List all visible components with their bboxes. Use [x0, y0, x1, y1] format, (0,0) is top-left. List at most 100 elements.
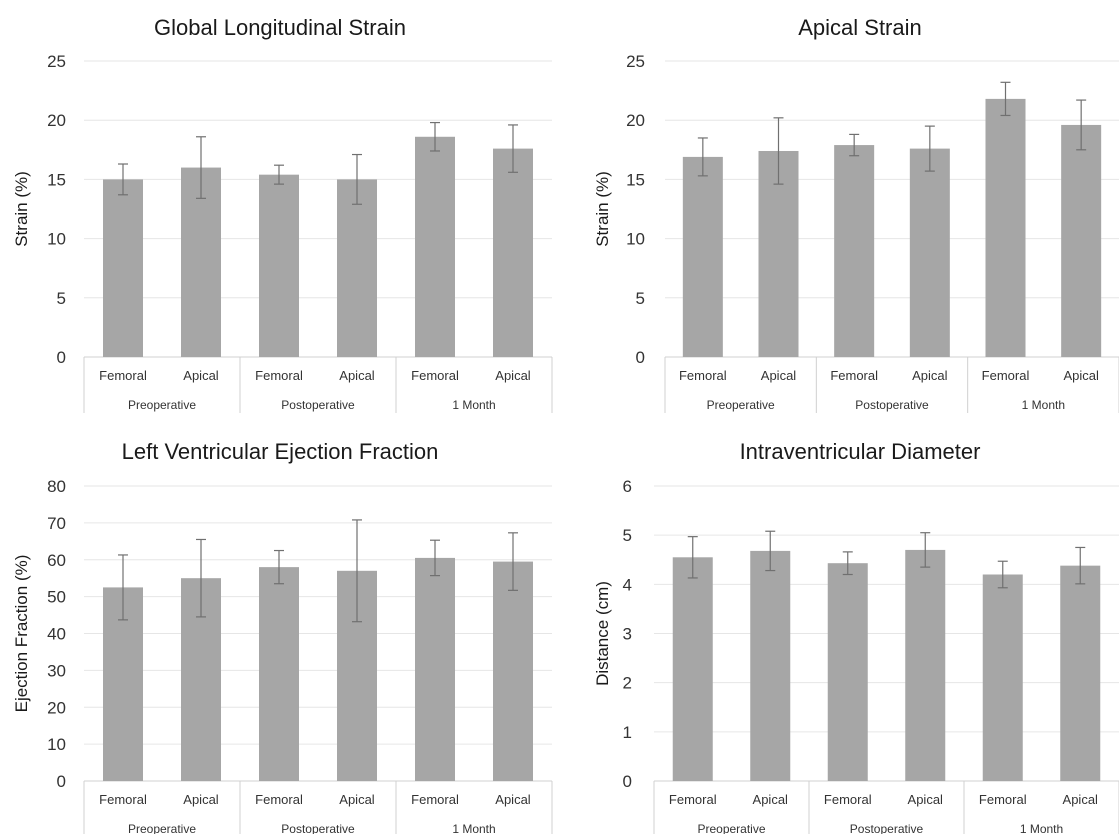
lvef-ytick-label: 60 [47, 551, 66, 570]
lvef-error-bar [274, 549, 284, 585]
intraventricular-diameter-ytick-label: 5 [623, 526, 632, 545]
lvef-group-label: Preoperative [128, 822, 196, 834]
intraventricular-diameter-category-label: Apical [908, 792, 944, 807]
intraventricular-diameter-bar [905, 549, 946, 781]
global-longitudinal-strain-error-bar [508, 124, 518, 173]
apical-strain-category-label: Femoral [982, 368, 1030, 383]
lvef-error-bar [196, 538, 206, 618]
global-longitudinal-strain-category-label: Femoral [411, 368, 459, 383]
apical-strain-error-bar [849, 133, 860, 157]
intraventricular-diameter-bar [827, 563, 868, 781]
global-longitudinal-strain-bar [415, 136, 455, 357]
global-longitudinal-strain-category-label: Apical [339, 368, 375, 383]
intraventricular-diameter-group-label: 1 Month [1020, 822, 1063, 834]
intraventricular-diameter-bar [672, 557, 713, 781]
lvef-ytick-label: 10 [47, 735, 66, 754]
global-longitudinal-strain-group-label: Preoperative [128, 398, 196, 412]
apical-strain-category-label: Femoral [679, 368, 727, 383]
global-longitudinal-strain-error-bar [274, 164, 284, 185]
global-longitudinal-strain-category-label: Apical [183, 368, 219, 383]
global-longitudinal-strain-y-axis-label: Strain (%) [12, 171, 31, 247]
global-longitudinal-strain-bar [259, 174, 299, 357]
lvef-bar [259, 567, 299, 781]
global-longitudinal-strain-category-label: Apical [495, 368, 531, 383]
intraventricular-diameter-ytick-label: 2 [623, 674, 632, 693]
intraventricular-diameter-bar [1060, 565, 1101, 781]
intraventricular-diameter-ytick-label: 6 [623, 477, 632, 496]
lvef-category-label: Femoral [255, 792, 303, 807]
lvef-category-label: Apical [495, 792, 531, 807]
lvef-ytick-label: 20 [47, 698, 66, 717]
intraventricular-diameter-ytick-label: 0 [623, 772, 632, 791]
apical-strain-chart: 0 5 10 15 20 25 Femoral Apical Femoral Apical Femo… [593, 15, 1119, 413]
apical-strain-bar [985, 98, 1026, 357]
lvef-ytick-label: 40 [47, 625, 66, 644]
lvef-category-label: Femoral [411, 792, 459, 807]
lvef-category-label: Apical [339, 792, 375, 807]
global-longitudinal-strain-ytick-label: 0 [57, 348, 66, 367]
apical-strain-ytick-label: 10 [626, 230, 645, 249]
apical-strain-y-axis-label: Strain (%) [593, 171, 612, 247]
apical-strain-category-label: Apical [912, 368, 948, 383]
global-longitudinal-strain-ytick-label: 15 [47, 170, 66, 189]
apical-strain-category-label: Apical [761, 368, 797, 383]
lvef-category-label: Femoral [99, 792, 147, 807]
lvef-ytick-label: 80 [47, 477, 66, 496]
apical-strain-category-label: Apical [1063, 368, 1099, 383]
intraventricular-diameter-group-label: Postoperative [850, 822, 924, 834]
intraventricular-diameter-category-label: Apical [753, 792, 789, 807]
lvef-ytick-label: 0 [57, 772, 66, 791]
apical-strain-ytick-label: 5 [636, 289, 645, 308]
intraventricular-diameter-ytick-label: 4 [623, 575, 632, 594]
lvef-ytick-label: 70 [47, 514, 66, 533]
lvef-chart: 0 10 20 30 40 50 60 70 80 Femoral Apical Femoral Api… [12, 439, 553, 834]
lvef-y-axis-label: Ejection Fraction (%) [12, 555, 31, 713]
intraventricular-diameter-error-bar [1075, 546, 1086, 585]
global-longitudinal-strain-error-bar [118, 163, 128, 196]
intraventricular-diameter-error-bar [920, 532, 931, 568]
global-longitudinal-strain-ytick-label: 20 [47, 111, 66, 130]
lvef-group-label: 1 Month [452, 822, 495, 834]
intraventricular-diameter-bar [982, 574, 1023, 781]
global-longitudinal-strain-chart: 0 5 10 15 20 25 Femoral Apical Femoral Apical Femo… [12, 15, 553, 413]
lvef-category-label: Apical [183, 792, 219, 807]
intraventricular-diameter-category-label: Femoral [979, 792, 1027, 807]
global-longitudinal-strain-error-bar [430, 121, 440, 152]
global-longitudinal-strain-bar [493, 148, 533, 357]
apical-strain-error-bar [697, 137, 708, 177]
intraventricular-diameter-title: Intraventricular Diameter [740, 439, 981, 464]
intraventricular-diameter-group-label: Preoperative [697, 822, 765, 834]
global-longitudinal-strain-title: Global Longitudinal Strain [154, 15, 406, 40]
intraventricular-diameter-ytick-label: 1 [623, 723, 632, 742]
global-longitudinal-strain-ytick-label: 5 [57, 289, 66, 308]
intraventricular-diameter-category-label: Femoral [669, 792, 717, 807]
intraventricular-diameter-error-bar [842, 551, 853, 576]
apical-strain-bar [758, 150, 799, 357]
intraventricular-diameter-error-bar [765, 530, 776, 572]
global-longitudinal-strain-bar [181, 167, 221, 357]
lvef-ytick-label: 50 [47, 588, 66, 607]
apical-strain-group-label: Postoperative [855, 398, 929, 412]
intraventricular-diameter-ytick-label: 3 [623, 625, 632, 644]
global-longitudinal-strain-ytick-label: 25 [47, 52, 66, 71]
global-longitudinal-strain-bar [337, 179, 377, 357]
lvef-ytick-label: 30 [47, 661, 66, 680]
lvef-error-bar [352, 519, 362, 623]
intraventricular-diameter-error-bar [687, 536, 698, 579]
intraventricular-diameter-error-bar [997, 560, 1008, 589]
apical-strain-error-bar [1076, 99, 1087, 151]
apical-strain-bar [682, 156, 723, 357]
lvef-error-bar [508, 532, 518, 591]
apical-strain-title: Apical Strain [798, 15, 922, 40]
apical-strain-bar [834, 145, 875, 357]
global-longitudinal-strain-ytick-label: 10 [47, 230, 66, 249]
apical-strain-error-bar [924, 125, 935, 172]
intraventricular-diameter-bar [750, 550, 791, 781]
intraventricular-diameter-category-label: Apical [1063, 792, 1099, 807]
global-longitudinal-strain-error-bar [352, 153, 362, 205]
lvef-bar [493, 561, 533, 781]
apical-strain-ytick-label: 20 [626, 111, 645, 130]
apical-strain-group-label: Preoperative [707, 398, 775, 412]
apical-strain-bar [1061, 124, 1102, 357]
